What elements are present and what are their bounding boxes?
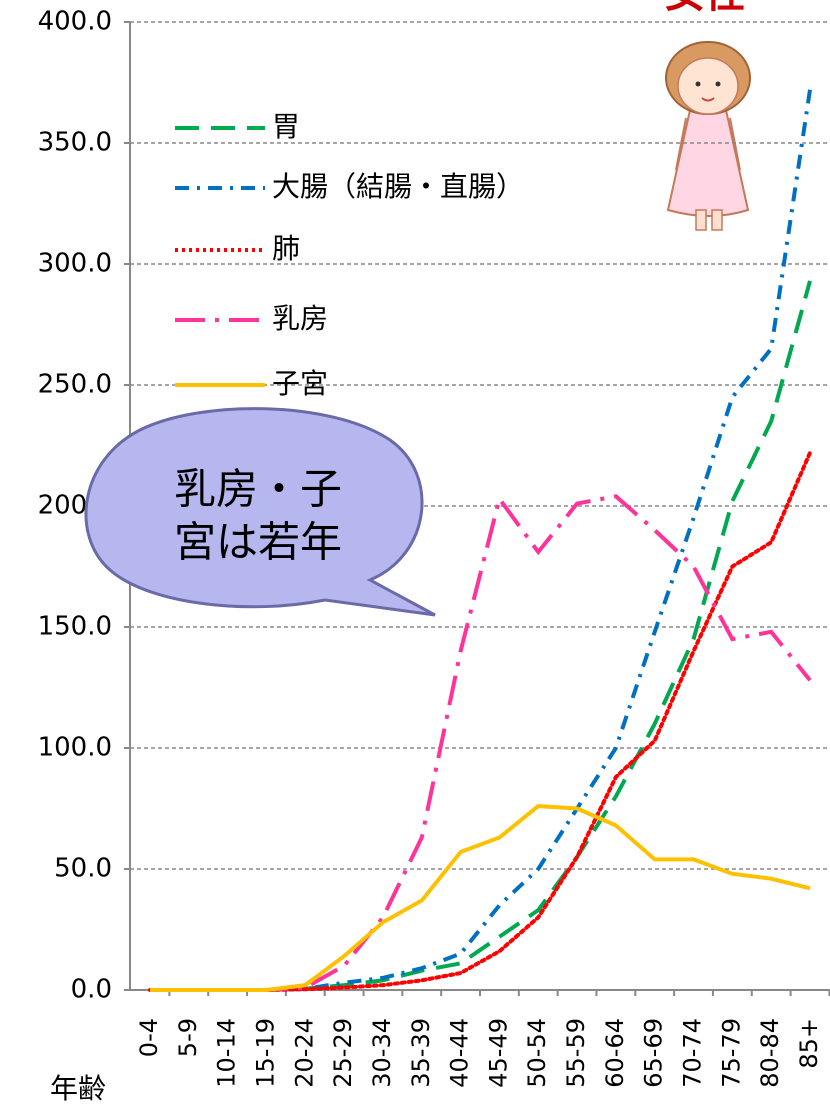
y-tick-label: 350.0 xyxy=(38,128,112,158)
legend-label: 大腸（結腸・直腸） xyxy=(272,170,524,203)
chart-title: 女性 xyxy=(665,0,745,17)
x-tick-label: 5-9 xyxy=(174,1018,202,1057)
callout-text: 宮は若年 xyxy=(174,518,342,567)
x-tick-label: 85+ xyxy=(795,1018,823,1069)
x-tick-label: 15-19 xyxy=(251,1018,279,1088)
y-tick-label: 50.0 xyxy=(54,854,112,884)
x-tick-label: 10-14 xyxy=(213,1018,241,1088)
x-tick-label: 40-44 xyxy=(446,1018,474,1088)
x-tick-label: 25-29 xyxy=(329,1018,357,1088)
x-tick-label: 60-64 xyxy=(601,1018,629,1088)
series-line xyxy=(150,281,810,990)
x-tick-label: 0-4 xyxy=(135,1018,163,1057)
x-tick-label: 75-79 xyxy=(717,1018,745,1088)
callout: 乳房・子 宮は若年 xyxy=(86,409,435,615)
legend-label: 肺 xyxy=(272,232,300,265)
chart: 女性 年齢 0.050.0100.0150.0200.0250.0300.035… xyxy=(0,0,830,1112)
x-tick-label: 80-84 xyxy=(756,1018,784,1088)
x-axis-label: 年齢 xyxy=(50,1072,106,1105)
x-tick-label: 65-69 xyxy=(640,1018,668,1088)
legend-label: 胃 xyxy=(272,110,300,143)
x-tick-label: 45-49 xyxy=(484,1018,512,1088)
y-tick-label: 0.0 xyxy=(71,975,112,1005)
callout-text: 乳房・子 xyxy=(174,465,342,514)
x-tick-label: 70-74 xyxy=(679,1018,707,1088)
y-tick-label: 400.0 xyxy=(38,7,112,37)
x-tick-label: 55-59 xyxy=(562,1018,590,1088)
y-tick-label: 300.0 xyxy=(38,249,112,279)
x-tick-label: 20-24 xyxy=(290,1018,318,1088)
y-tick-label: 100.0 xyxy=(38,733,112,763)
y-tick-label: 250.0 xyxy=(38,370,112,400)
legend-label: 子宮 xyxy=(272,367,328,400)
legend-label: 乳房 xyxy=(272,302,328,335)
y-tick-label: 150.0 xyxy=(38,612,112,642)
x-tick-label: 35-39 xyxy=(407,1018,435,1088)
x-tick-label: 50-54 xyxy=(523,1018,551,1088)
x-tick-label: 30-34 xyxy=(368,1018,396,1088)
girl-illustration xyxy=(666,42,750,230)
